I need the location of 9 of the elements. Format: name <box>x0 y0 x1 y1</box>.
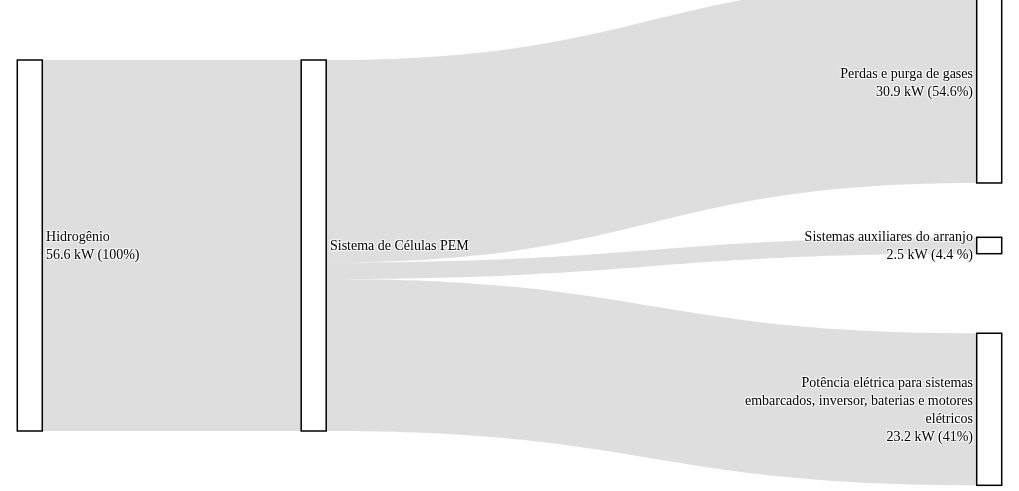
data-label: 30.9 kW (54.6%) <box>876 83 974 100</box>
data-label: 2.5 kW (4.4 %) <box>886 247 974 264</box>
category-label: Sistemas auxiliares do arranjo <box>804 229 973 245</box>
category-label: Sistema de Células PEM <box>329 238 470 254</box>
category-label: Potência elétrica para sistemas embarcados, inversor, baterias e motores elétricos <box>744 374 973 427</box>
data-label: 23.2 kW (41%) <box>886 429 974 446</box>
data-label: 56.6 kW (100%) <box>46 247 140 264</box>
category-label: Perdas e purga de gases <box>840 65 973 81</box>
category-label: Hidrogênio <box>46 229 110 245</box>
